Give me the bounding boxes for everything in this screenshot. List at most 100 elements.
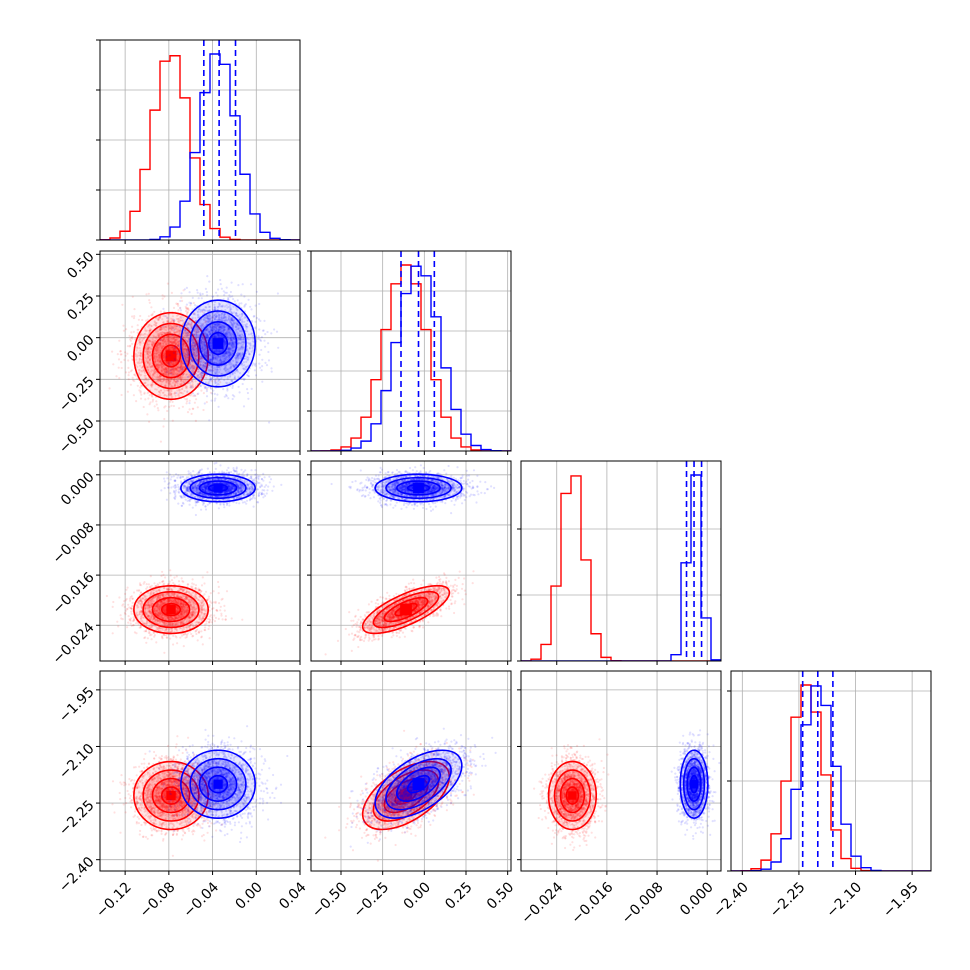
sample-point [170, 327, 173, 330]
sample-point [199, 357, 202, 360]
sample-point [171, 395, 174, 398]
sample-point [167, 392, 170, 395]
sample-point [134, 354, 137, 357]
sample-point [143, 371, 147, 375]
sample-point [189, 384, 192, 387]
sample-point [241, 283, 244, 286]
sample-point [172, 370, 175, 373]
sample-point [159, 326, 162, 329]
sample-point [188, 323, 191, 326]
sample-point [150, 369, 153, 372]
sample-point [188, 399, 191, 402]
sample-point [214, 326, 217, 329]
sample-point [162, 425, 165, 428]
sample-point [161, 366, 164, 369]
sample-point [254, 364, 257, 367]
sample-point [164, 405, 167, 408]
sample-point [202, 346, 205, 349]
sample-point [157, 318, 160, 321]
sample-point [171, 368, 174, 372]
sample-point [154, 328, 157, 331]
sample-point [161, 391, 164, 394]
sample-point [229, 295, 232, 298]
sample-point [152, 372, 155, 375]
sample-point [180, 296, 183, 299]
sample-point [246, 388, 249, 391]
sample-point [147, 355, 150, 358]
sample-point [162, 372, 165, 375]
panel-2-0 [96, 460, 301, 665]
sample-point [146, 366, 149, 369]
sample-point [139, 397, 143, 400]
sample-point [178, 321, 181, 324]
sample-point [177, 580, 181, 583]
sample-point [125, 328, 128, 331]
sample-point [249, 283, 253, 286]
sample-point [263, 319, 266, 322]
sample-point [205, 390, 208, 393]
sample-point [149, 373, 152, 376]
sample-point [146, 360, 149, 363]
sample-point [192, 407, 195, 410]
sample-point [149, 401, 152, 404]
sample-point [180, 360, 183, 363]
sample-point [123, 358, 126, 361]
sample-point [183, 343, 186, 346]
sample-point [170, 392, 173, 395]
sample-point [158, 364, 161, 367]
sample-point [185, 286, 188, 289]
sample-point [225, 286, 228, 289]
sample-point [240, 293, 243, 296]
sample-point [206, 388, 209, 391]
sample-point [231, 394, 234, 397]
sample-point [202, 392, 205, 395]
sample-point [254, 374, 258, 377]
sample-point [265, 364, 269, 367]
sample-point [216, 393, 219, 396]
sample-point [167, 362, 170, 365]
sample-point [181, 367, 184, 371]
sample-point [169, 390, 172, 393]
sample-point [253, 369, 256, 372]
sample-point [147, 357, 150, 360]
sample-point [126, 626, 129, 629]
sample-point [231, 384, 234, 387]
sample-point [148, 629, 151, 633]
sample-point [163, 337, 166, 340]
sample-point [191, 350, 194, 353]
sample-point [145, 352, 149, 355]
sample-point [178, 325, 181, 328]
sample-point [199, 376, 203, 379]
sample-point [120, 393, 123, 397]
sample-point [161, 380, 164, 383]
sample-point [212, 369, 215, 372]
sample-point [243, 377, 246, 380]
sample-point [127, 371, 130, 374]
sample-point [210, 399, 213, 402]
sample-point [173, 380, 176, 383]
sample-point [155, 349, 158, 352]
sample-point [154, 337, 157, 340]
sample-point [147, 361, 150, 364]
sample-point [117, 366, 120, 369]
sample-point [212, 389, 215, 392]
sample-point [159, 342, 162, 345]
sample-point [127, 603, 130, 606]
sample-point [168, 372, 171, 375]
sample-point [197, 392, 200, 395]
sample-point [203, 385, 206, 388]
sample-point [161, 333, 164, 336]
sample-point [212, 335, 215, 338]
sample-point [162, 307, 165, 310]
sample-point [197, 297, 200, 300]
sample-point [152, 355, 155, 359]
sample-point [192, 344, 195, 347]
sample-point [171, 368, 174, 371]
sample-point [187, 337, 190, 340]
sample-point [191, 365, 194, 368]
sample-point [139, 354, 142, 358]
sample-point [247, 371, 250, 374]
sample-point [133, 308, 136, 311]
sample-point [164, 324, 167, 327]
sample-point [168, 348, 171, 352]
